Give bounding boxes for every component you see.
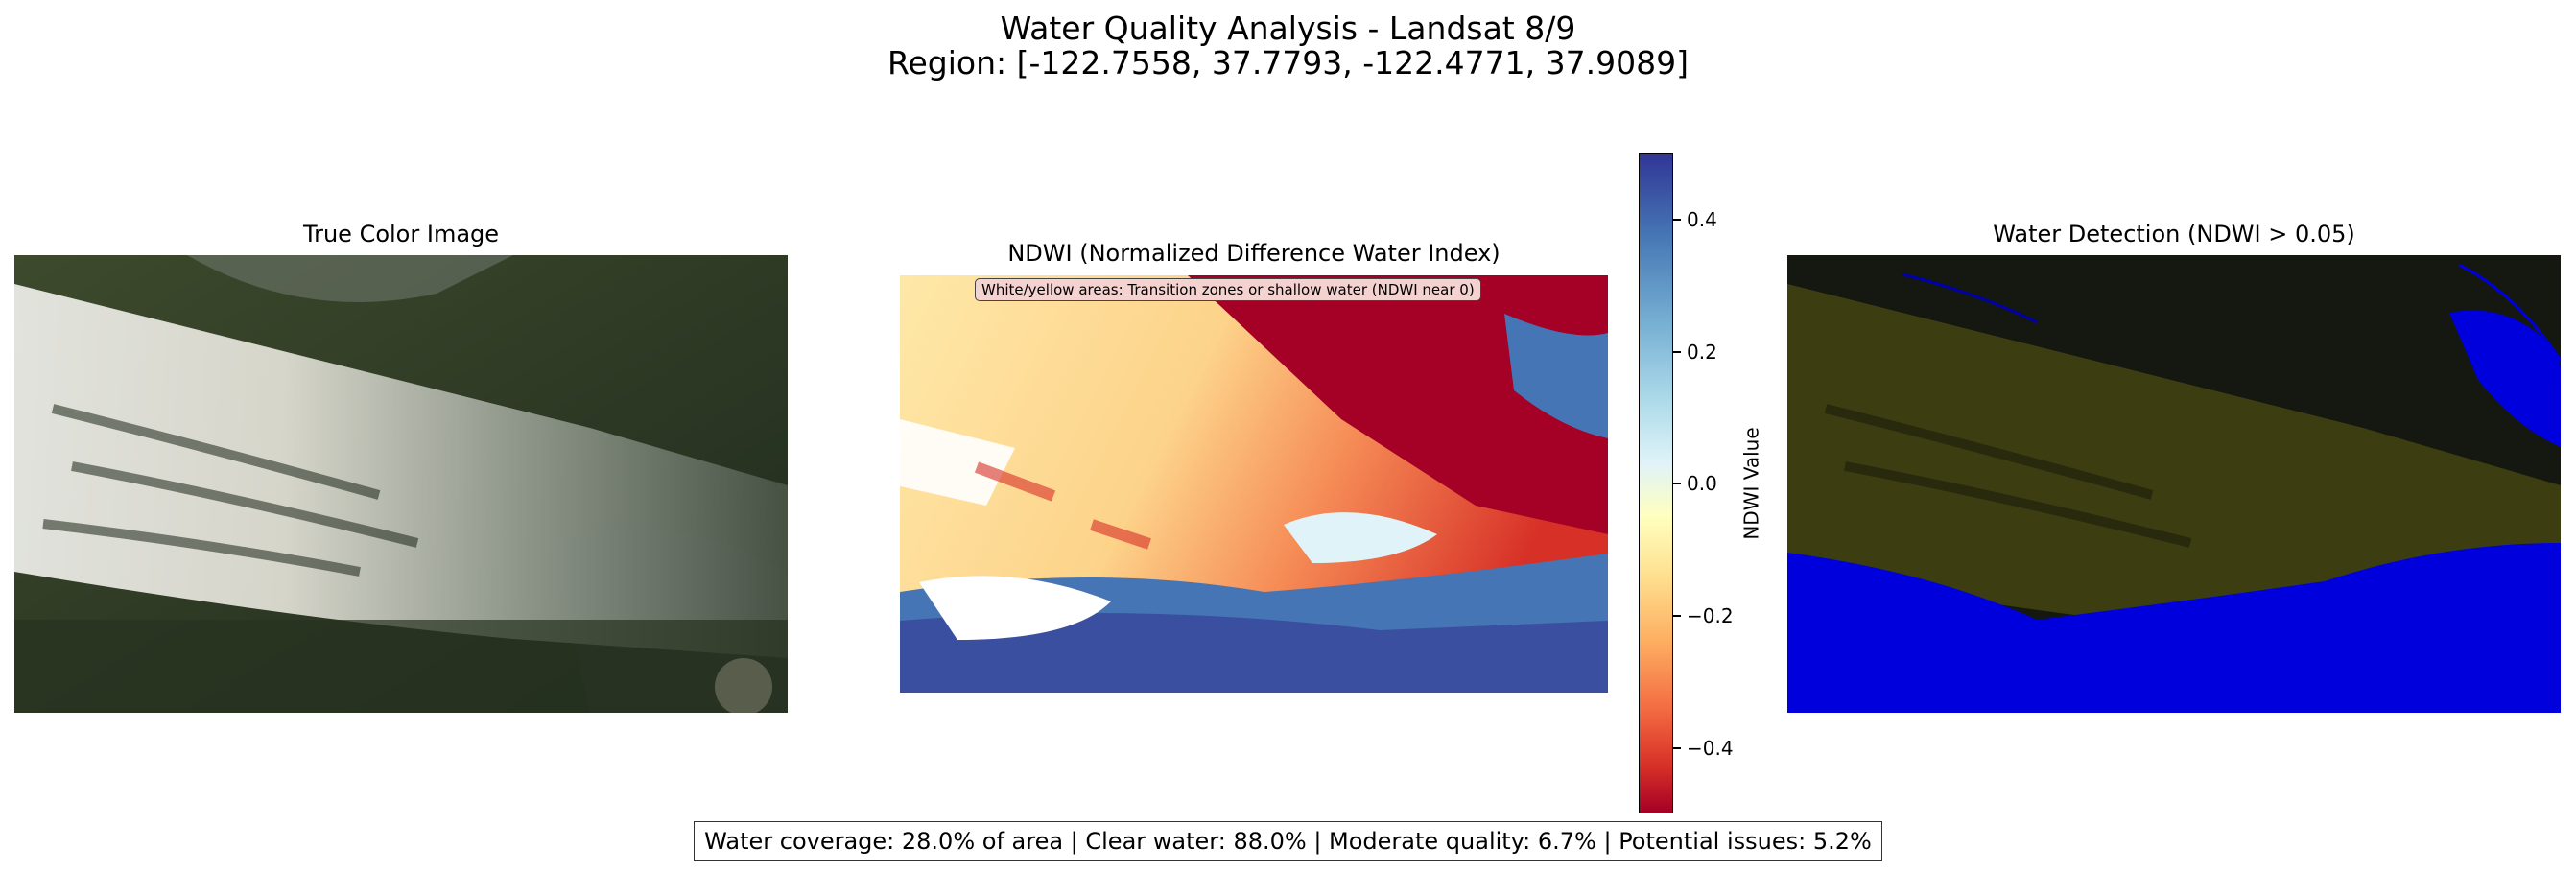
ndwi-title: NDWI (Normalized Difference Water Index) [1007,240,1501,267]
colorbar-tick-label: 0.0 [1687,472,1717,495]
colorbar-tick-label: −0.4 [1687,737,1734,760]
ndwi-heatmap [900,275,1608,693]
colorbar-tick-mark [1673,351,1681,353]
colorbar-tick-label: −0.2 [1687,604,1734,627]
colorbar-ticks: 0.4 0.2 0.0 −0.2 −0.4 [1673,153,1734,813]
figure-subtitle: Region: [-122.7558, 37.7793, -122.4771, … [887,44,1689,82]
colorbar-tick-mark [1673,747,1681,749]
colorbar-tick-label: 0.2 [1687,341,1717,364]
ndwi-annotation: White/yellow areas: Transition zones or … [975,278,1481,301]
water-detection-image [1787,255,2561,713]
colorbar [1639,153,1673,813]
colorbar-label: NDWI Value [1739,427,1763,540]
colorbar-tick-mark [1673,615,1681,617]
true-color-image [14,255,788,713]
colorbar-tick-mark [1673,483,1681,484]
figure-title: Water Quality Analysis - Landsat 8/9 [1000,10,1576,47]
true-color-title: True Color Image [302,221,500,247]
colorbar-tick-mark [1673,219,1681,221]
colorbar-tick-label: 0.4 [1687,208,1717,231]
water-detection-title: Water Detection (NDWI > 0.05) [1993,221,2355,247]
water-stats-summary: Water coverage: 28.0% of area | Clear wa… [694,821,1882,861]
